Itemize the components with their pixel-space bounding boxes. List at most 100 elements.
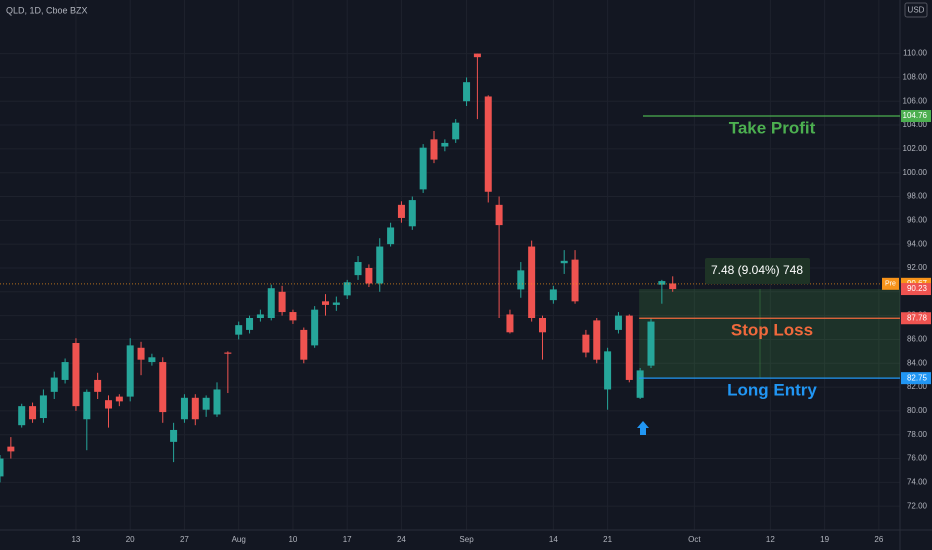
y-tick-label: 110.00 (903, 49, 927, 58)
y-tick-label: 92.00 (907, 263, 928, 272)
y-tick-label: 98.00 (907, 192, 928, 201)
candle-body (61, 362, 69, 380)
y-tick-label: 104.00 (903, 120, 928, 129)
x-tick-label: 21 (603, 535, 612, 544)
long-entry-label: 82.75 (907, 373, 928, 382)
measure-box (705, 258, 810, 284)
candle-body (322, 301, 329, 305)
y-tick-label: 94.00 (907, 239, 928, 248)
candle-body (105, 400, 112, 409)
candle-body (430, 139, 438, 160)
candle-body (7, 446, 15, 452)
candle-body (354, 262, 362, 276)
long-entry-tag (901, 372, 931, 385)
candle-body (452, 122, 460, 140)
candle-body (376, 246, 384, 284)
candle-body (311, 309, 319, 346)
candle-body (539, 318, 546, 333)
candle-body (397, 204, 405, 218)
x-tick-label: 24 (397, 535, 406, 544)
candle-body (560, 260, 568, 264)
take-profit-tag (901, 110, 931, 123)
candle-body (202, 397, 210, 410)
x-tick-label: 13 (71, 535, 80, 544)
y-tick-label: 86.00 (907, 335, 928, 344)
candle-body (72, 343, 80, 407)
chart-title: QLD, 1D, Cboe BZX (6, 5, 88, 15)
y-tick-label: 96.00 (907, 215, 928, 224)
last-price-tag (901, 283, 931, 296)
candle-body (170, 429, 178, 442)
candle-body (83, 391, 91, 420)
position-box (639, 289, 900, 379)
candle-body (332, 302, 340, 305)
candle-body (29, 406, 37, 420)
candle-body (180, 397, 188, 420)
y-tick-label: 82.00 (907, 382, 928, 391)
candle-body (365, 267, 373, 284)
currency-box (904, 2, 928, 18)
x-tick-label: 17 (343, 535, 352, 544)
candle-body (582, 334, 590, 353)
candle-body (636, 370, 644, 398)
stop-loss-text: Stop Loss (731, 321, 813, 340)
candle-body (191, 397, 199, 420)
candle-body (669, 283, 677, 290)
candle-body (267, 288, 275, 318)
x-tick-label: 10 (288, 535, 297, 544)
candle-body (419, 147, 427, 190)
x-tick-label: Sep (459, 535, 474, 544)
y-tick-label: 74.00 (907, 477, 928, 486)
x-tick-label: 12 (766, 535, 775, 544)
candle-body (647, 321, 655, 366)
x-tick-label: 26 (874, 535, 883, 544)
candle-body (39, 395, 47, 419)
candle-body (224, 352, 232, 354)
candle-body (148, 357, 156, 363)
candle-body (571, 259, 579, 302)
candle-body (235, 325, 243, 335)
candle-body (256, 314, 264, 318)
candle-body (137, 347, 145, 360)
take-profit-label: 104.76 (903, 111, 928, 120)
y-tick-label: 108.00 (903, 73, 928, 82)
candle-body (614, 315, 622, 330)
candle-body (300, 329, 308, 360)
stop-loss-label: 87.78 (907, 313, 928, 322)
candle-body (213, 389, 221, 415)
candle-body (463, 82, 471, 102)
x-tick-label: 27 (180, 535, 189, 544)
measure-text: 7.48 (9.04%) 748 (711, 263, 803, 277)
candle-body (495, 204, 503, 226)
candle-body (484, 96, 492, 192)
candle-body (506, 314, 514, 333)
candle-body (517, 270, 525, 290)
candle-body (94, 379, 102, 392)
y-tick-label: 102.00 (903, 144, 928, 153)
candle-body (408, 200, 416, 227)
y-tick-label: 106.00 (903, 96, 928, 105)
candle-body (625, 315, 633, 380)
candle-body (387, 227, 395, 245)
candle-body (159, 362, 167, 413)
candle-body (441, 142, 449, 147)
candle-body (604, 351, 612, 390)
stop-loss-tag (901, 312, 931, 325)
x-tick-label: Aug (232, 535, 246, 544)
candle-body (0, 458, 4, 477)
candle-body (593, 320, 601, 360)
candle-body (115, 396, 123, 402)
candle-body (18, 406, 26, 426)
y-tick-label: 78.00 (907, 430, 928, 439)
candle-body (246, 318, 254, 330)
currency: USD (908, 6, 925, 15)
candle-body (549, 289, 557, 301)
entry-arrow (637, 421, 649, 435)
y-tick-label: 84.00 (907, 358, 928, 367)
pre-tag-label: Pre (885, 281, 896, 288)
y-tick-label: 72.00 (907, 501, 928, 510)
candle-body (343, 282, 351, 296)
candle-body (473, 53, 481, 58)
y-tick-label: 76.00 (907, 454, 928, 463)
candle-body (658, 281, 666, 285)
